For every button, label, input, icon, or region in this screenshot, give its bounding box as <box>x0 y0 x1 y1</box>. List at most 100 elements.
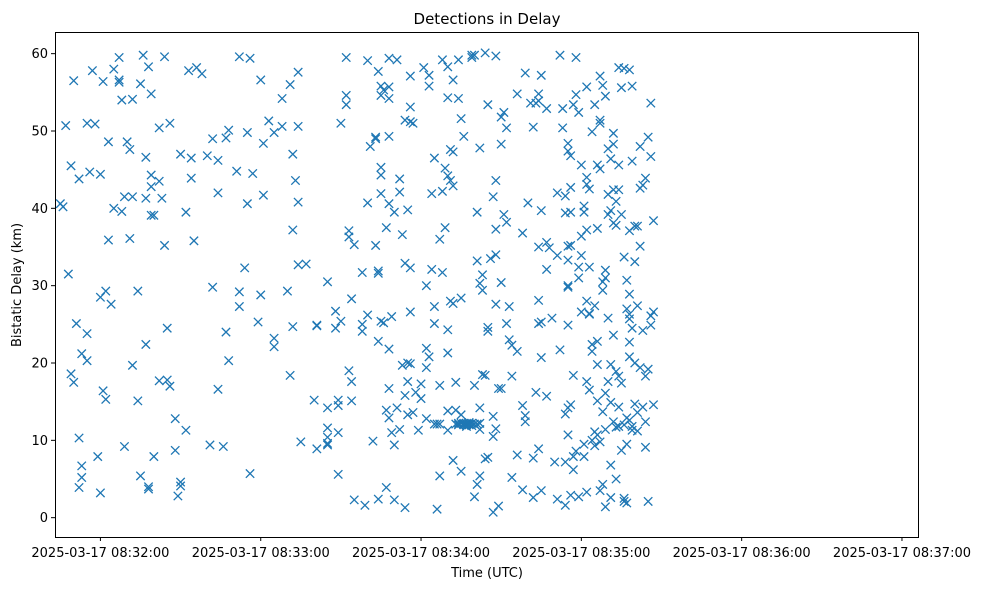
data-point <box>459 131 469 142</box>
data-point <box>512 89 522 99</box>
data-point <box>624 337 635 347</box>
data-point <box>488 431 498 442</box>
data-point <box>598 277 608 287</box>
data-point <box>584 262 595 272</box>
data-point <box>517 228 528 238</box>
data-point <box>533 89 544 99</box>
data-point <box>277 121 287 132</box>
data-point <box>557 103 568 114</box>
data-point <box>400 115 410 125</box>
data-point <box>590 100 600 110</box>
data-point <box>574 273 584 283</box>
data-point <box>424 81 434 91</box>
data-point <box>133 396 143 406</box>
data-point <box>584 385 595 395</box>
data-point <box>93 451 103 462</box>
data-point <box>154 176 164 186</box>
data-point <box>563 241 573 251</box>
data-point <box>504 301 514 312</box>
data-point <box>475 424 485 435</box>
data-point <box>146 182 156 192</box>
data-point <box>432 419 442 429</box>
data-point <box>611 366 621 377</box>
data-point <box>566 490 576 500</box>
data-point <box>213 155 223 166</box>
data-point <box>170 414 180 424</box>
data-point <box>103 235 114 245</box>
data-point <box>547 313 557 323</box>
data-point <box>541 103 552 114</box>
data-point <box>608 128 619 138</box>
data-point <box>357 326 367 336</box>
data-point <box>240 263 250 273</box>
data-point <box>555 345 565 355</box>
data-point <box>563 146 573 156</box>
data-point <box>368 436 378 446</box>
data-point <box>592 430 603 440</box>
data-point <box>416 393 426 404</box>
data-point <box>373 336 383 347</box>
data-point <box>552 188 562 198</box>
data-point <box>395 174 405 184</box>
data-point <box>579 439 589 449</box>
data-point <box>146 89 156 99</box>
data-point <box>269 342 279 352</box>
data-point <box>640 371 651 381</box>
data-point <box>638 402 648 412</box>
data-point <box>451 377 461 387</box>
data-point <box>477 270 488 280</box>
data-point <box>456 410 466 420</box>
data-point <box>616 378 627 388</box>
data-point <box>207 134 218 144</box>
data-point <box>322 277 333 287</box>
data-point <box>571 89 581 100</box>
data-point <box>288 321 298 332</box>
data-point <box>346 396 357 406</box>
data-point <box>74 482 84 493</box>
data-point <box>456 113 466 124</box>
data-point <box>598 407 608 417</box>
data-point <box>408 118 418 128</box>
data-point <box>485 253 496 264</box>
data-point <box>606 205 616 216</box>
data-point <box>643 132 653 142</box>
data-point <box>378 85 389 95</box>
data-point <box>157 193 167 203</box>
data-point <box>579 207 589 217</box>
data-point <box>288 149 298 159</box>
y-axis-ticks: 0 10 20 30 40 50 60 <box>31 47 55 526</box>
data-point <box>146 170 156 180</box>
data-point <box>443 406 453 416</box>
data-point <box>595 118 605 128</box>
data-point <box>162 323 172 333</box>
data-point <box>622 498 632 508</box>
data-point <box>427 264 437 275</box>
data-point <box>224 356 234 366</box>
data-point <box>560 500 570 510</box>
data-point <box>606 492 616 503</box>
data-point <box>403 410 413 420</box>
data-point <box>424 352 434 362</box>
data-point <box>258 138 269 149</box>
data-point <box>181 207 191 217</box>
data-point <box>405 307 416 317</box>
data-point <box>114 77 124 87</box>
data-point <box>579 451 589 462</box>
data-point <box>143 484 154 494</box>
data-point <box>376 81 386 91</box>
data-point <box>443 425 453 435</box>
data-point <box>232 166 242 176</box>
data-point <box>135 471 146 481</box>
data-point <box>183 66 194 76</box>
data-point <box>346 294 357 304</box>
data-point <box>600 502 611 512</box>
data-point <box>504 335 514 345</box>
data-point <box>646 320 656 330</box>
data-point <box>437 267 448 278</box>
data-point <box>557 123 568 133</box>
data-point <box>475 143 485 153</box>
data-point <box>611 422 621 432</box>
data-point <box>296 437 306 447</box>
data-point <box>360 500 370 510</box>
data-point <box>175 149 186 159</box>
